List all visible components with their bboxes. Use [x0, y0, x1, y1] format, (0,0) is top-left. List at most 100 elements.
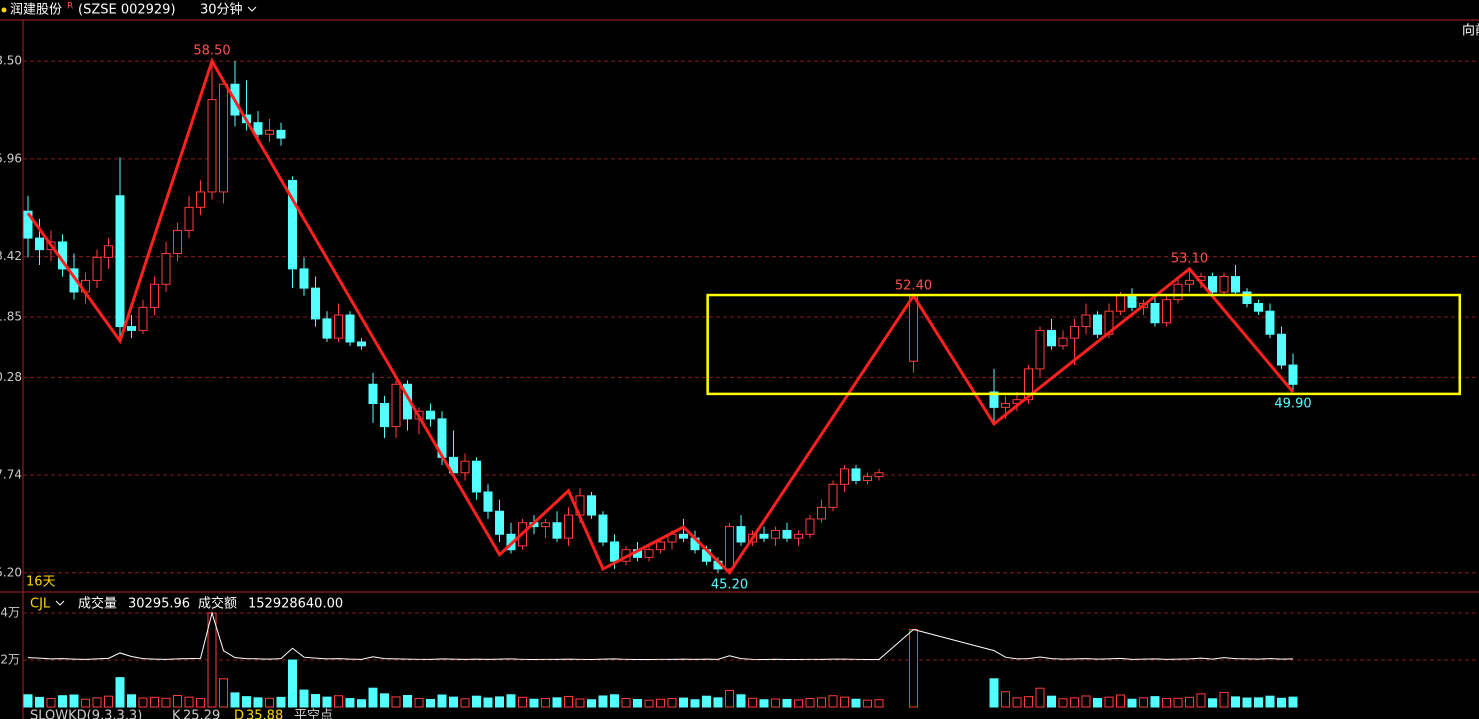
- candle-body: [207, 99, 217, 193]
- volume-bar: [380, 693, 389, 708]
- volume-bar: [35, 696, 44, 708]
- volume-bar: [449, 696, 458, 708]
- volume-bar: [322, 696, 332, 708]
- volume-bar: [1242, 697, 1252, 708]
- volume-bar: [1173, 697, 1183, 708]
- volume-bar: [81, 698, 90, 708]
- volume-bar: [1070, 697, 1079, 708]
- candle-body: [598, 514, 608, 543]
- candle-body: [541, 522, 550, 528]
- candle-body: [253, 122, 263, 135]
- candle-body: [1208, 276, 1217, 293]
- volume-bar: [1024, 696, 1033, 708]
- candle-body: [92, 256, 102, 281]
- zigzag-label: 52.40: [895, 278, 932, 293]
- volume-bar: [138, 697, 148, 708]
- amount-value: 152928640.00: [248, 597, 343, 612]
- volume-bar: [748, 697, 757, 708]
- volume-bar: [265, 697, 274, 708]
- indicator-name: CJL: [30, 597, 51, 612]
- y-tick-label: 53.42: [0, 249, 22, 263]
- candle-body: [656, 541, 665, 551]
- candle-body: [851, 468, 861, 481]
- dropdown-icon[interactable]: [55, 600, 65, 606]
- volume-bar: [1081, 695, 1091, 708]
- volume-bar: [828, 695, 838, 708]
- volume-bar: [58, 695, 67, 708]
- candle-body: [334, 314, 343, 339]
- volume-bar: [1219, 691, 1229, 708]
- volume-bar: [426, 698, 435, 708]
- candle-body: [644, 549, 654, 558]
- candle-body: [357, 341, 366, 347]
- volume-bar: [207, 612, 217, 708]
- volume-bar: [368, 687, 378, 708]
- volume-bar: [472, 695, 481, 708]
- candle-body: [472, 460, 481, 493]
- candle-body: [1265, 310, 1275, 335]
- candle-body: [288, 179, 297, 270]
- candle-body: [1116, 295, 1125, 312]
- volume-bar: [621, 698, 631, 708]
- volume-bar: [587, 699, 596, 708]
- volume-bar: [288, 659, 297, 708]
- volume-bar: [230, 692, 240, 708]
- volume-bar: [794, 699, 803, 708]
- volume-label: 成交量: [78, 596, 117, 612]
- volume-bar: [518, 696, 527, 708]
- volume-bar: [667, 698, 677, 708]
- volume-bar: [1150, 696, 1160, 708]
- volume-bar: [391, 696, 401, 708]
- volume-bar: [725, 690, 734, 708]
- volume-bar: [1196, 693, 1206, 708]
- candle-body: [127, 326, 136, 331]
- volume-bar: [104, 695, 113, 708]
- candle-body: [104, 245, 113, 258]
- y-tick-label: 50.28: [0, 370, 22, 384]
- range-label: 16天: [26, 575, 56, 590]
- zigzag-label: 53.10: [1171, 251, 1208, 266]
- volume-bar: [1139, 697, 1148, 708]
- y-tick-label: 47.74: [0, 468, 22, 482]
- volume-bar: [851, 698, 861, 708]
- candle-body: [23, 210, 33, 239]
- candle-body: [828, 483, 838, 508]
- volume-bar: [150, 696, 159, 708]
- volume-bar: [276, 696, 286, 708]
- candle-body: [150, 283, 159, 308]
- stock-name: 润建股份: [10, 3, 62, 18]
- candle-body: [219, 83, 228, 193]
- candle-body: [1001, 403, 1010, 408]
- candle-body: [299, 268, 309, 289]
- badge: R: [67, 2, 73, 12]
- candle-body: [368, 383, 378, 405]
- candle-body: [736, 526, 746, 543]
- volume-bar: [495, 696, 504, 708]
- candle-body: [782, 529, 792, 539]
- volume-bar: [1001, 691, 1010, 708]
- volume-bar: [1185, 696, 1194, 708]
- candle-body: [426, 410, 435, 420]
- volume-bar: [127, 694, 136, 708]
- volume-bar: [805, 698, 815, 708]
- volume-bar: [437, 694, 447, 708]
- d-value: 35.88: [246, 709, 283, 719]
- candle-body: [1173, 283, 1183, 301]
- candle-body: [1162, 299, 1171, 324]
- candle-body: [610, 541, 619, 562]
- nav-button[interactable]: 向前: [1462, 23, 1479, 39]
- volume-bar: [1277, 697, 1286, 708]
- candle-body: [805, 518, 815, 535]
- period[interactable]: 30分钟: [200, 2, 243, 18]
- volume-bar: [1035, 687, 1045, 708]
- volume-bar: [1116, 694, 1125, 708]
- k-value: 25.29: [183, 709, 220, 719]
- volume-bar: [541, 698, 550, 708]
- dropdown-icon[interactable]: [247, 6, 257, 12]
- volume-bar: [656, 698, 665, 708]
- volume-bar: [115, 677, 125, 708]
- candle-body: [771, 529, 780, 539]
- volume-bar: [598, 695, 608, 708]
- zigzag-label: 49.90: [1274, 396, 1311, 411]
- candle-body: [483, 491, 493, 512]
